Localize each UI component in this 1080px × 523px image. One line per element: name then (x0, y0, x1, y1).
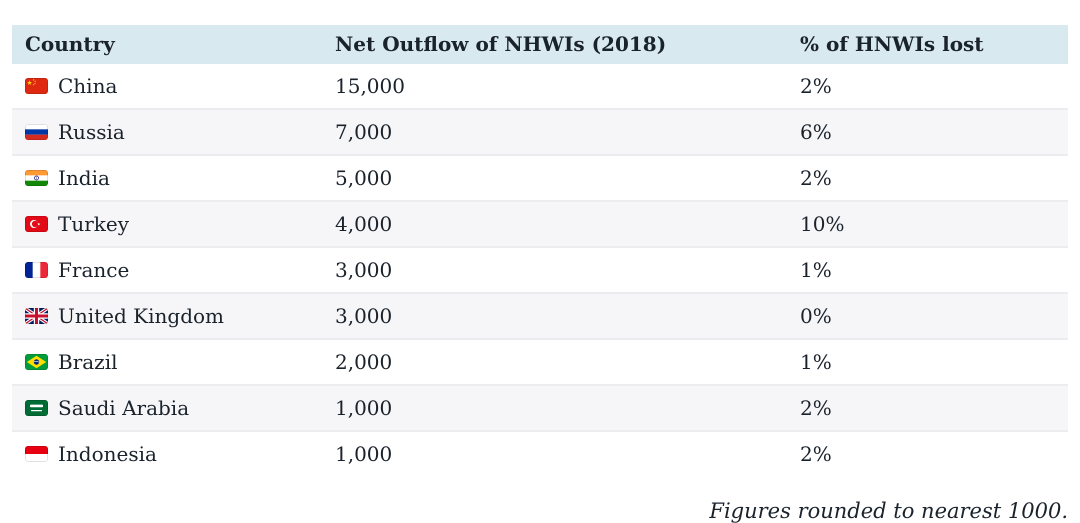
column-header-country: Country (12, 25, 335, 64)
table-row: Indonesia 1,000 2% (12, 430, 1068, 476)
footnote: Figures rounded to nearest 1000. (709, 499, 1068, 523)
united-kingdom-flag-icon (25, 308, 48, 324)
country-name: United Kingdom (58, 304, 224, 328)
table-row: India 5,000 2% (12, 154, 1068, 201)
table-body: China 15,000 2% Russia 7,000 6% India 5,000 2% Tu… (12, 64, 1068, 476)
net-outflow-cell: 5,000 (335, 154, 800, 201)
net-outflow-cell: 15,000 (335, 73, 405, 98)
pct-lost-cell: 2% (800, 430, 1068, 476)
net-outflow-cell: 2,000 (335, 338, 800, 385)
country-name: France (58, 258, 130, 282)
country-cell: Russia (12, 108, 335, 155)
table-row: China 15,000 2% (12, 64, 1068, 109)
pct-lost-cell: 1% (800, 246, 1068, 293)
pct-lost-cell: 2% (800, 73, 832, 98)
net-outflow-cell: 3,000 (335, 292, 800, 339)
country-name: Saudi Arabia (58, 396, 190, 420)
turkey-flag-icon (25, 216, 48, 232)
pct-lost-cell: 0% (800, 292, 1068, 339)
country-name: Brazil (58, 350, 118, 374)
indonesia-flag-icon (25, 446, 48, 462)
net-outflow-cell: 1,000 (335, 430, 800, 476)
table-row: Russia 7,000 6% (12, 108, 1068, 155)
country-cell: Brazil (12, 338, 335, 385)
country-cell: India (12, 154, 335, 201)
country-name: Russia (58, 120, 125, 144)
table-row: United Kingdom 3,000 0% (12, 292, 1068, 339)
table-header: Country Net Outflow of NHWIs (2018) % of… (12, 25, 1068, 64)
table-row: France 3,000 1% (12, 246, 1068, 293)
china-flag-icon (25, 78, 48, 94)
country-cell: China (12, 64, 335, 109)
pct-lost-cell: 2% (800, 154, 1068, 201)
france-flag-icon (25, 262, 48, 278)
pct-lost-cell: 1% (800, 338, 1068, 385)
net-outflow-cell: 4,000 (335, 200, 800, 247)
country-name: Indonesia (58, 442, 157, 466)
column-header-pct-lost: % of HNWIs lost (800, 25, 1068, 64)
country-name: India (58, 166, 110, 190)
table-header-row: Country Net Outflow of NHWIs (2018) % of… (12, 25, 1068, 64)
brazil-flag-icon (25, 354, 48, 370)
country-name: China (58, 74, 118, 98)
net-outflow-cell: 1,000 (335, 384, 800, 431)
country-cell: Turkey (12, 200, 335, 247)
saudi-arabia-flag-icon (25, 400, 48, 416)
table-row: Saudi Arabia 1,000 2% (12, 384, 1068, 431)
net-outflow-cell: 3,000 (335, 246, 800, 293)
country-name: Turkey (58, 212, 130, 236)
country-cell: Saudi Arabia (12, 384, 335, 431)
net-outflow-cell: 7,000 (335, 108, 800, 155)
pct-lost-cell: 10% (800, 200, 1068, 247)
pct-lost-cell: 6% (800, 108, 1068, 155)
country-cell: Indonesia (12, 430, 335, 476)
table-row: Turkey 4,000 10% (12, 200, 1068, 247)
column-header-net-outflow: Net Outflow of NHWIs (2018) (335, 25, 800, 64)
table-row: Brazil 2,000 1% (12, 338, 1068, 385)
hnwi-outflow-table: Country Net Outflow of NHWIs (2018) % of… (12, 25, 1068, 476)
country-cell: United Kingdom (12, 292, 335, 339)
india-flag-icon (25, 170, 48, 186)
russia-flag-icon (25, 124, 48, 140)
pct-lost-cell: 2% (800, 384, 1068, 431)
country-cell: France (12, 246, 335, 293)
